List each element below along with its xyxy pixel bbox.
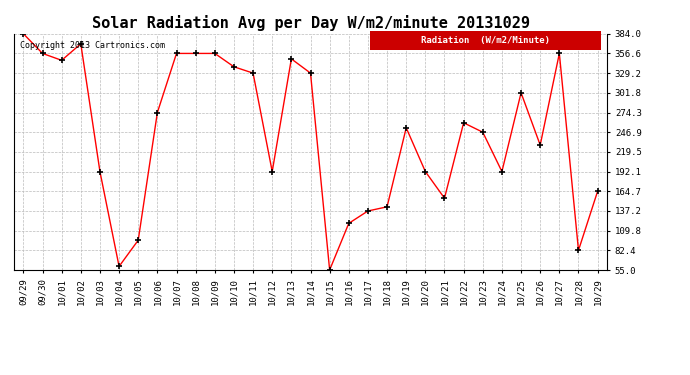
Text: Copyright 2013 Cartronics.com: Copyright 2013 Cartronics.com xyxy=(20,41,165,50)
Title: Solar Radiation Avg per Day W/m2/minute 20131029: Solar Radiation Avg per Day W/m2/minute … xyxy=(92,15,529,31)
